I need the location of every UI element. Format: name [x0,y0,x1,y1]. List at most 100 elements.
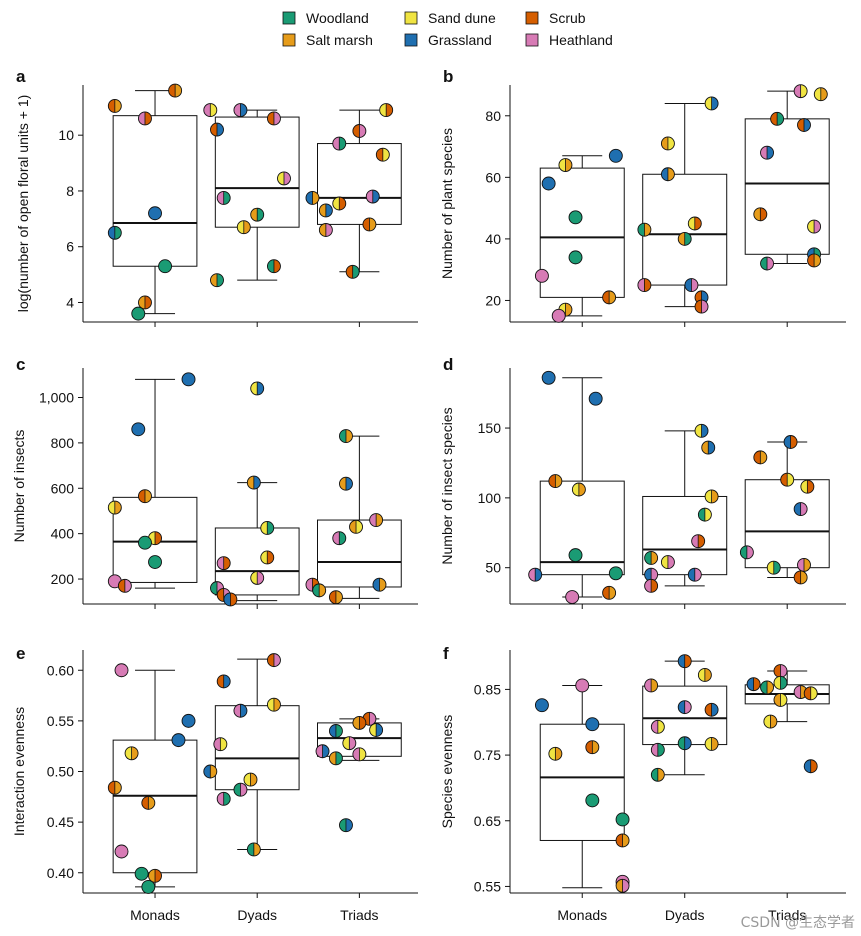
point-half-right [223,191,231,205]
box-iqr [744,118,830,255]
point-half-right [273,259,281,273]
point-outline [677,736,692,751]
data-point [803,759,818,774]
box-iqr [214,116,300,228]
point-half-left [250,381,258,395]
point-half-left [362,217,370,231]
point-outline [107,500,122,515]
data-point [243,772,258,787]
box-iqr [317,143,402,225]
point-outline [773,692,788,707]
point-half-right [787,473,794,487]
point-half-left [267,111,274,125]
data-point [203,103,218,118]
point-half-left [637,278,645,292]
point-half-right [711,703,719,717]
point-half-left [366,190,373,204]
y-tick-label: 50 [485,560,501,576]
y-tick-label: 100 [478,490,502,506]
point-outline [637,222,652,237]
point-half-right [144,489,152,503]
point-outline [328,751,343,766]
point-half-right [257,208,264,222]
data-point [780,472,795,487]
point-outline [677,231,692,246]
point-half-right [814,220,821,234]
data-point [704,489,719,504]
point-half-left [267,653,274,667]
point-half-left [267,259,274,273]
point-outline [107,98,122,113]
data-point [739,545,754,560]
point-half-left [644,551,652,565]
y-tick-label: 1,000 [39,390,74,406]
data-point [644,578,659,593]
point-half-right [814,253,821,267]
point-outline [223,592,238,607]
point-half-left [352,124,360,138]
data-point [246,475,261,490]
point-outline [305,190,320,205]
data-point [339,818,353,833]
data-point [138,489,152,504]
point-half-left [753,450,761,464]
point-half-left [644,579,652,593]
panel-label-b: b [443,67,453,86]
watermark: CSDN @生态学者 [740,915,855,931]
point-half-left [267,698,274,712]
data-point [328,751,343,766]
point-half-right [773,561,781,575]
data-point [783,435,798,449]
point-outline [342,736,357,751]
data-point [548,474,563,489]
point-half-left [332,531,340,545]
point-half-left [698,668,705,682]
point-outline [697,668,712,682]
data-point [694,423,709,438]
y-axis-label: Number of insect species [439,407,455,564]
point-half-left [753,207,761,221]
point-fill [569,250,583,264]
point-half-left [794,685,801,699]
legend-swatch-sand-dune [404,11,418,25]
point-half-left [108,781,115,795]
point-half-left [329,751,336,765]
point-half-left [747,677,754,691]
point-fill [182,372,196,386]
box-iqr [112,496,198,583]
data-point [565,590,580,604]
point-outline [216,674,231,689]
box-monads [539,684,625,889]
point-half-left [244,773,251,787]
point-outline [352,124,367,138]
data-point [760,145,774,160]
point-outline [315,744,330,759]
point-half-right [644,223,651,237]
data-point [677,736,692,751]
point-half-left [684,278,692,292]
point-half-left [369,513,377,527]
point-outline [171,733,186,748]
point-outline [585,740,600,755]
point-half-left [138,295,145,309]
panel-c: c 200 400 600 800 1,000 Number of insects [11,355,418,609]
point-outline [548,474,563,489]
point-outline [158,259,173,274]
point-outline [267,259,281,274]
data-point [148,206,162,221]
point-half-right [767,680,774,694]
point-outline [807,253,822,268]
data-point [203,764,218,779]
y-tick-label: 0.75 [474,747,501,763]
data-point [216,791,231,806]
point-half-left [250,571,258,585]
point-half-left [773,676,781,690]
point-half-right [257,571,264,585]
point-fill [565,590,579,604]
point-half-left [705,737,712,751]
point-half-right [267,550,274,564]
point-fill [569,548,583,562]
point-half-left [760,257,768,271]
point-half-left [644,568,652,582]
point-half-left [773,664,781,678]
